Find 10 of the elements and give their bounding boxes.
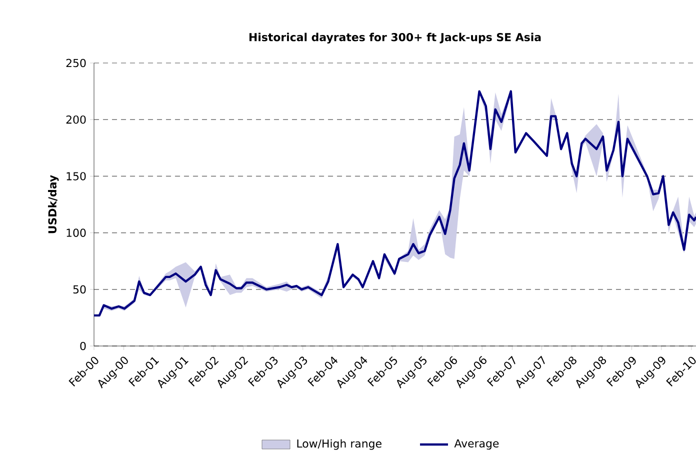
text: Low/High range — [297, 439, 382, 450]
y-tick-label: 100 — [66, 228, 86, 237]
y-tick-label: 250 — [66, 58, 86, 68]
y-tick-label: 200 — [66, 115, 86, 124]
legend-label: Average — [454, 439, 499, 450]
y-tick-label: 50 — [73, 285, 86, 294]
y-tick-label: 0 — [80, 342, 86, 350]
chart-title: Historical dayrates for 300+ ft Jack-ups SE Asia — [249, 32, 541, 44]
y-tick-label: 150 — [66, 172, 86, 180]
y-axis-title: USDk/day — [48, 175, 59, 234]
